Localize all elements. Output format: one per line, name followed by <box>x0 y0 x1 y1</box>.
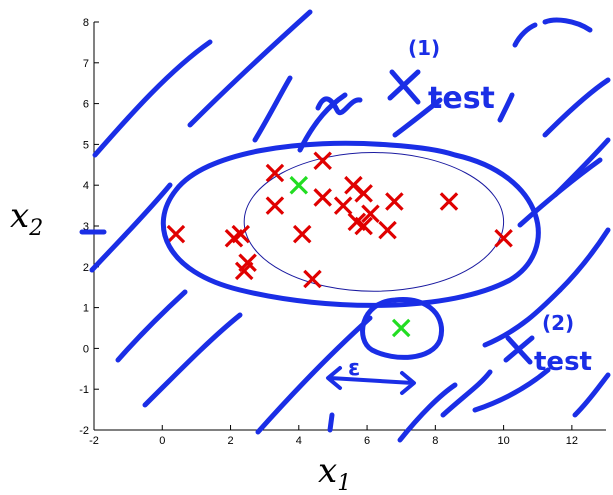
x-tick-label: 4 <box>296 435 302 447</box>
y-tick-label: 0 <box>83 343 89 355</box>
red-x-point <box>265 163 285 183</box>
hatch-strokes <box>89 9 611 443</box>
anomaly-boundary-large <box>160 140 541 308</box>
handwritten-annotations: test (1) test (2) ε <box>79 9 611 443</box>
test-2-cross <box>503 335 535 365</box>
green-x-point <box>289 175 309 195</box>
data-points <box>166 151 513 338</box>
y-tick-label: -1 <box>79 384 89 396</box>
red-x-point <box>166 224 186 244</box>
x-tick-label: -2 <box>89 435 99 447</box>
test-1-superscript: (1) <box>408 36 440 60</box>
red-x-point <box>354 216 373 236</box>
test-1-label: test <box>428 81 495 116</box>
contour-ellipse <box>243 152 505 292</box>
test-2-superscript: (2) <box>542 311 574 335</box>
x-tick-label: 0 <box>159 435 165 447</box>
red-x-point <box>231 224 251 244</box>
y-tick-label: 7 <box>83 58 89 70</box>
epsilon-arrow <box>326 366 416 395</box>
red-x-point <box>313 151 332 170</box>
y-tick-label: 5 <box>83 139 89 151</box>
x-axis-label: x1 <box>318 451 351 495</box>
fitted-gaussian-contour <box>243 152 505 292</box>
red-x-point <box>292 224 312 244</box>
y-tick-label: 2 <box>83 262 89 274</box>
red-x-point <box>378 220 397 240</box>
y-tick-label: 8 <box>83 17 89 29</box>
y-tick-label: 3 <box>83 221 89 233</box>
green-x-point <box>391 318 411 338</box>
red-x-point <box>333 196 353 215</box>
epsilon-label: ε <box>348 356 360 381</box>
red-x-point <box>313 188 332 207</box>
red-x-point <box>439 192 459 211</box>
test-1-cross <box>387 69 421 105</box>
x-tick-label: 8 <box>432 435 438 447</box>
red-x-point <box>303 269 322 289</box>
y-axis-label: x2 <box>10 196 43 241</box>
red-x-point <box>494 228 513 248</box>
red-x-point <box>361 204 380 224</box>
y-tick-label: -2 <box>79 425 89 437</box>
x-tick-label: 6 <box>364 435 370 447</box>
y-tick-label: 6 <box>83 99 89 111</box>
x-tick-label: 10 <box>497 435 509 447</box>
y-tick-label: 4 <box>83 180 89 192</box>
x-tick-label: 12 <box>566 435 578 447</box>
red-x-point <box>385 192 404 211</box>
y-tick-label: 1 <box>83 303 89 315</box>
red-x-point <box>265 196 285 215</box>
red-x-point <box>354 184 373 203</box>
x-tick-label: 2 <box>227 435 233 447</box>
test-2-label: test <box>534 347 592 377</box>
red-x-point <box>234 261 254 281</box>
